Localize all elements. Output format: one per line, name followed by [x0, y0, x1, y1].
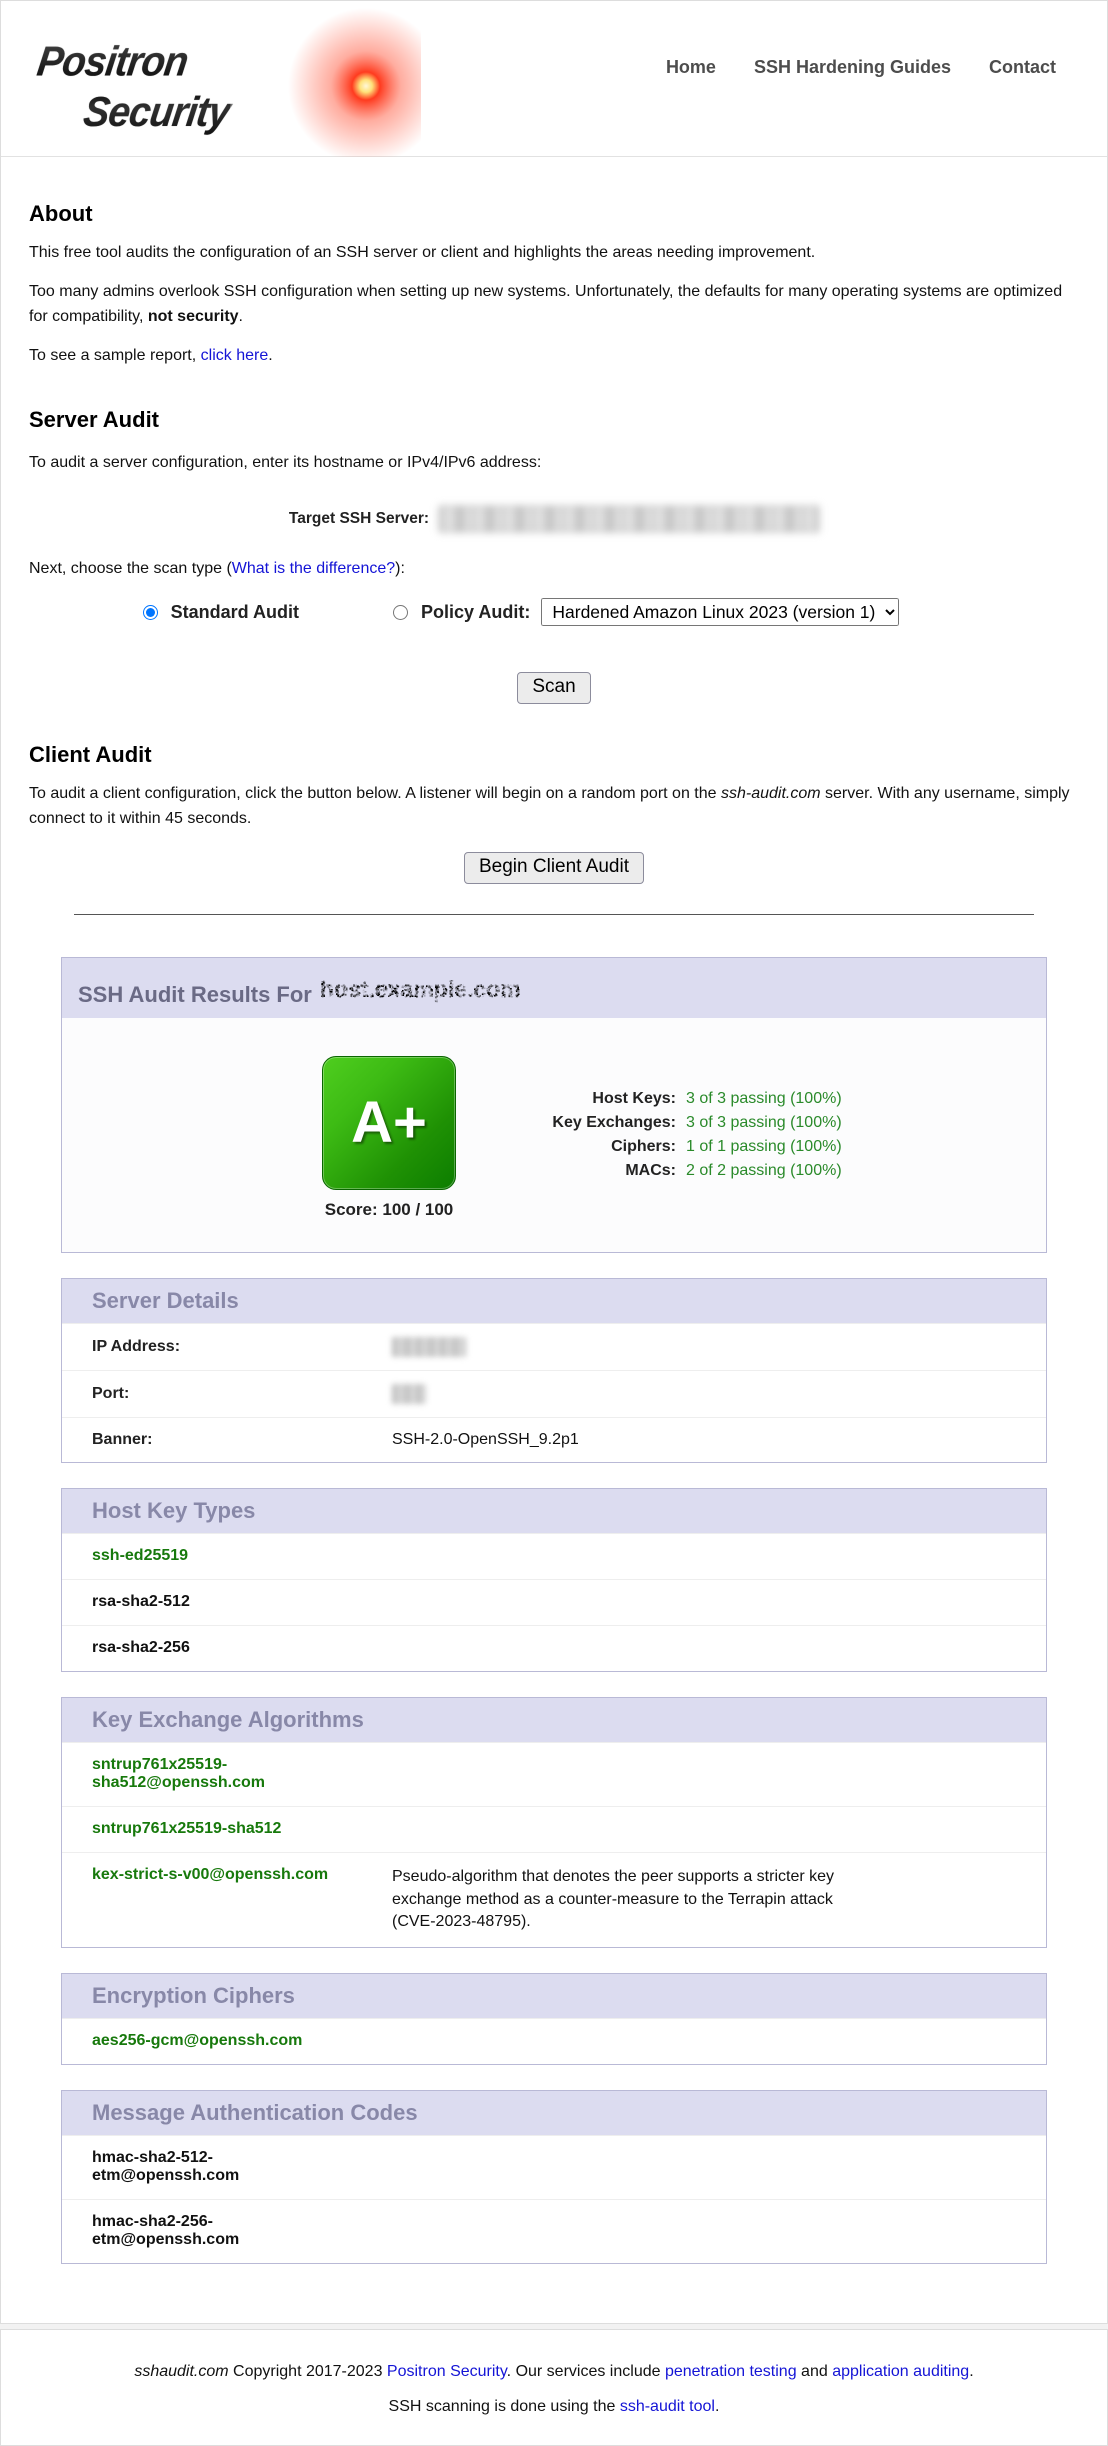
svg-text:host.example.com: host.example.com	[320, 976, 521, 1002]
